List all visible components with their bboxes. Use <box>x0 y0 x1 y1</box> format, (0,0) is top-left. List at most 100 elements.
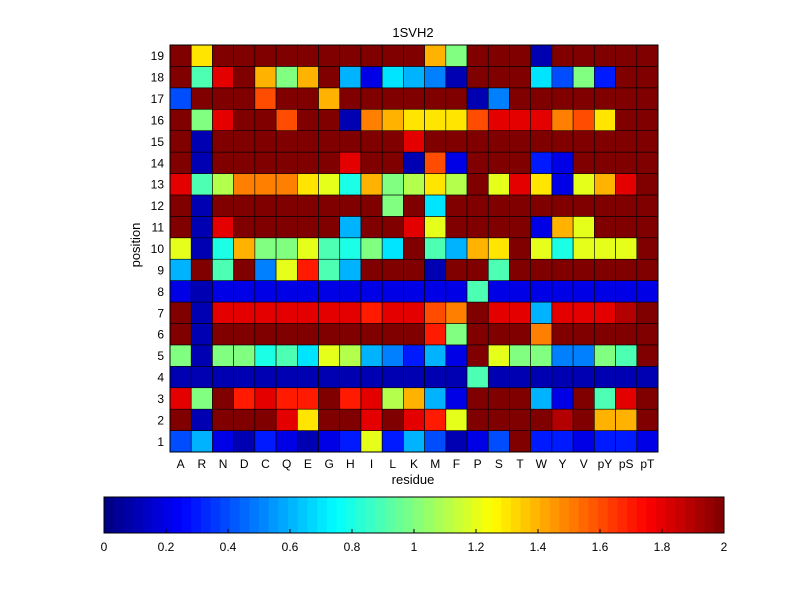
colorbar-tick-label: 1.2 <box>468 540 485 554</box>
colorbar-segment <box>200 497 211 533</box>
heatmap-cell <box>190 280 213 303</box>
heatmap-cell <box>381 430 404 453</box>
colorbar-segment <box>326 497 337 533</box>
heatmap-cell <box>275 430 298 453</box>
heatmap-cell <box>572 280 595 303</box>
colorbar-tick-label: 1.8 <box>654 540 671 554</box>
heatmap-cell <box>169 344 192 367</box>
heatmap-cell <box>190 108 213 131</box>
heatmap-cell <box>530 344 553 367</box>
y-tick-label: 8 <box>157 285 164 299</box>
heatmap-cell <box>233 44 256 67</box>
heatmap-cell <box>296 130 319 153</box>
heatmap-cell <box>551 66 574 89</box>
heatmap-cell <box>530 323 553 346</box>
y-tick-label: 1 <box>157 435 164 449</box>
colorbar-segment <box>462 497 473 533</box>
heatmap-cell <box>424 430 447 453</box>
heatmap-cell <box>339 280 362 303</box>
colorbar-segment <box>191 497 202 533</box>
heatmap-cell <box>530 387 553 410</box>
heatmap-cell <box>190 216 213 239</box>
heatmap-cell <box>594 344 616 367</box>
colorbar-segment <box>549 497 560 533</box>
y-tick-label: 17 <box>151 92 165 106</box>
colorbar-tick-label: 2 <box>721 540 728 554</box>
heatmap-cell <box>530 44 553 67</box>
colorbar-tick-label: 0.8 <box>344 540 361 554</box>
heatmap-cell <box>424 366 447 389</box>
colorbar-segment <box>317 497 328 533</box>
colorbar-tick-label: 0.6 <box>282 540 299 554</box>
x-tick-label: L <box>389 457 396 471</box>
heatmap-cell <box>509 387 532 410</box>
heatmap-cell <box>509 258 532 281</box>
heatmap-cell <box>360 151 383 174</box>
heatmap-cell <box>636 151 659 174</box>
x-tick-label: pY <box>598 457 613 471</box>
heatmap-cell <box>190 408 213 431</box>
colorbar-segment <box>443 497 454 533</box>
heatmap-cell <box>424 130 447 153</box>
heatmap-cell <box>424 408 447 431</box>
heatmap-cell <box>339 66 362 89</box>
heatmap-cell <box>445 66 468 89</box>
heatmap-cell <box>339 44 362 67</box>
heatmap-cell <box>445 130 468 153</box>
heatmap-cell <box>636 366 659 389</box>
x-tick-label: N <box>219 457 228 471</box>
x-tick-label: I <box>370 457 373 471</box>
heatmap-cell <box>190 430 213 453</box>
heatmap-cell <box>275 173 298 196</box>
heatmap-cell <box>445 323 468 346</box>
y-tick-label: 5 <box>157 349 164 363</box>
y-tick-label: 16 <box>151 113 165 127</box>
heatmap-cell <box>360 44 383 67</box>
heatmap-cell <box>551 280 574 303</box>
colorbar-segment <box>123 497 134 533</box>
heatmap-cell <box>360 194 383 217</box>
heatmap-cell <box>636 130 659 153</box>
x-tick-label: F <box>453 457 460 471</box>
x-tick-label: pT <box>640 457 655 471</box>
heatmap-cell <box>615 344 638 367</box>
heatmap-cell <box>233 216 256 239</box>
heatmap-cell <box>466 130 489 153</box>
heatmap-cell <box>509 108 532 131</box>
heatmap-cell <box>296 258 319 281</box>
colorbar-segment <box>346 497 357 533</box>
colorbar-segment <box>297 497 308 533</box>
heatmap-cell <box>296 44 319 67</box>
heatmap-cell <box>615 430 638 453</box>
colorbar-segment <box>355 497 366 533</box>
heatmap-cell <box>551 323 574 346</box>
heatmap-cell <box>509 194 532 217</box>
heatmap-cell <box>339 301 362 324</box>
colorbar-segment <box>607 497 618 533</box>
heatmap-cell <box>572 387 595 410</box>
heatmap-cell <box>233 280 256 303</box>
heatmap-cell <box>403 323 425 346</box>
heatmap-cell <box>360 408 383 431</box>
heatmap-cell <box>403 387 425 410</box>
colorbar-segment <box>694 497 706 533</box>
heatmap-cell <box>594 430 616 453</box>
heatmap-cell <box>339 237 362 260</box>
heatmap-cell <box>445 87 468 110</box>
heatmap-cell <box>572 194 595 217</box>
heatmap-cell <box>296 87 319 110</box>
heatmap-cell <box>233 66 256 89</box>
heatmap-cell <box>339 323 362 346</box>
heatmap-cell <box>466 87 489 110</box>
heatmap-cell <box>572 130 595 153</box>
heatmap-cell <box>169 66 192 89</box>
heatmap-cell <box>445 408 468 431</box>
heatmap-cell <box>254 258 277 281</box>
heatmap-cell <box>572 237 595 260</box>
heatmap-cell <box>636 387 659 410</box>
heatmap-cell <box>318 344 341 367</box>
heatmap-cell <box>190 87 213 110</box>
heatmap-cell <box>445 280 468 303</box>
heatmap-cell <box>551 216 574 239</box>
heatmap-cell <box>615 366 638 389</box>
